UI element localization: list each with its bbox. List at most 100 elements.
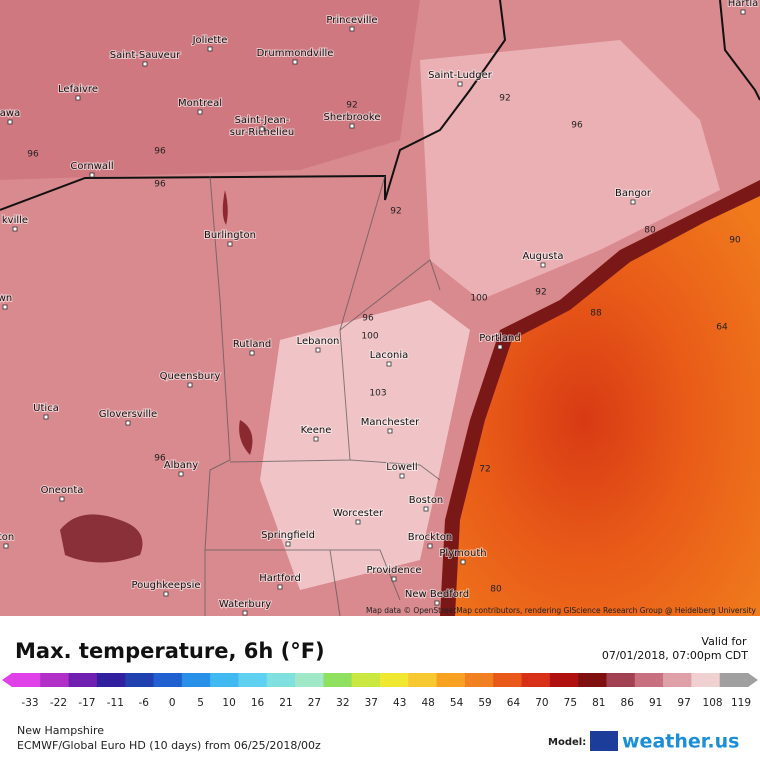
- city-dot: [259, 126, 265, 132]
- city-label: Queensbury: [160, 371, 221, 382]
- legend-tick-label: 32: [336, 697, 349, 709]
- color-swatch: [549, 673, 579, 687]
- legend-tick-label: 64: [507, 697, 521, 709]
- color-swatch: [578, 673, 607, 687]
- city-dot: [207, 46, 213, 52]
- city-label: Saint-Sauveur: [110, 50, 181, 61]
- color-swatch: [153, 673, 183, 687]
- color-swatch: [181, 673, 211, 687]
- city-label: Saint-Jean-sur-Richelieu: [230, 115, 294, 138]
- city-label: New Bedford: [405, 589, 469, 600]
- city-dot: [3, 543, 9, 549]
- legend-tick-label: -22: [50, 697, 67, 709]
- city-label: Boston: [409, 495, 444, 506]
- city-label: Rutland: [233, 339, 271, 350]
- city-label: Brockton: [408, 532, 453, 543]
- contour-label: 80: [644, 226, 656, 236]
- contour-label: 96: [154, 454, 166, 464]
- city-dot: [75, 95, 81, 101]
- city-dot: [277, 584, 283, 590]
- color-swatch: [493, 673, 523, 687]
- legend: -33 -22 -17 -11 -6 0 5 10 16 21 27 32 37 43 48 54 59 64 70…: [2, 673, 758, 709]
- color-swatch: [40, 673, 70, 687]
- city-label: Saint-Ludger: [428, 70, 493, 81]
- color-swatch: [68, 673, 98, 687]
- city-dot: [423, 506, 429, 512]
- city-dot: [242, 610, 248, 616]
- city-label: Sherbrooke: [323, 112, 380, 123]
- city-label: awa: [0, 108, 20, 119]
- city-label: Laconia: [370, 350, 409, 361]
- city-label: kville: [2, 215, 28, 226]
- map: Map data © OpenStreetMap contributors, r…: [0, 0, 760, 617]
- city-label: Lebanon: [297, 336, 340, 347]
- city-dot: [59, 496, 65, 502]
- city-dot: [460, 559, 466, 565]
- legend-tick-label: 81: [592, 697, 605, 709]
- city-label: Hartla: [728, 0, 759, 9]
- color-swatch: [408, 673, 438, 687]
- legend-tick-label: 37: [365, 697, 378, 709]
- color-swatch: [380, 673, 409, 687]
- legend-tick-label: 70: [535, 697, 548, 709]
- color-swatch: [663, 673, 692, 687]
- color-swatch: [295, 673, 324, 687]
- hot-spot: [60, 514, 143, 563]
- legend-tick-label: -11: [107, 697, 124, 709]
- attribution: Map data © OpenStreetMap contributors, r…: [366, 606, 757, 615]
- city-dot: [630, 199, 636, 205]
- city-label: Gloversville: [99, 409, 157, 420]
- coast-band: [440, 180, 760, 616]
- city-label: Augusta: [522, 251, 563, 262]
- color-swatch: [125, 673, 155, 687]
- city-label: Poughkeepsie: [131, 580, 200, 591]
- city-dot: [386, 361, 392, 367]
- city-dot: [12, 226, 18, 232]
- city-label: Lefaivre: [58, 84, 98, 95]
- city-dot: [434, 600, 440, 606]
- contour-label: 64: [716, 323, 728, 333]
- city-dot: [125, 420, 131, 426]
- city-dot: [315, 347, 321, 353]
- color-swatch: [12, 673, 41, 687]
- legend-tick-label: -6: [139, 697, 150, 709]
- color-swatch: [691, 673, 721, 687]
- legend-arrow: [748, 673, 758, 687]
- legend-tick-label: 97: [677, 697, 690, 709]
- contour-label: 92: [390, 207, 401, 217]
- city-dot: [399, 473, 405, 479]
- city-label: Hartford: [259, 573, 301, 584]
- color-swatch: [323, 673, 353, 687]
- city-label: Manchester: [361, 417, 420, 428]
- map-labels: Hartla Princeville Joliette Drummondville Sa…: [0, 0, 759, 616]
- contour-label: 72: [479, 465, 490, 475]
- contour-label: 96: [154, 147, 166, 157]
- city-label: Providence: [366, 565, 421, 576]
- city-dot: [387, 428, 393, 434]
- contour-label: 96: [362, 314, 374, 324]
- city-label: Portland: [479, 333, 520, 344]
- color-swatch: [719, 673, 749, 687]
- city-label: wn: [0, 293, 12, 304]
- footer: New Hampshire ECMWF/Global Euro HD (10 d…: [17, 724, 739, 753]
- model-label: Model:: [548, 737, 586, 748]
- city-label: Burlington: [204, 230, 256, 241]
- city-dot: [540, 262, 546, 268]
- legend-tick-label: 16: [251, 697, 265, 709]
- legend-arrow: [2, 673, 12, 687]
- city-dot: [285, 541, 291, 547]
- contour-label: 92: [346, 101, 357, 111]
- region: New Hampshire: [17, 724, 104, 737]
- contour-label: 88: [590, 309, 602, 319]
- ocean: [440, 180, 760, 616]
- city-label: Plymouth: [439, 548, 486, 559]
- color-swatch: [436, 673, 466, 687]
- city-dot: [427, 543, 433, 549]
- city-dot: [227, 241, 233, 247]
- city-dot: [249, 350, 255, 356]
- title: Max. temperature, 6h (°F): [15, 639, 325, 663]
- legend-tick-label: 10: [222, 697, 235, 709]
- warm-area: [420, 40, 720, 300]
- color-swatch: [96, 673, 126, 687]
- color-swatch: [210, 673, 239, 687]
